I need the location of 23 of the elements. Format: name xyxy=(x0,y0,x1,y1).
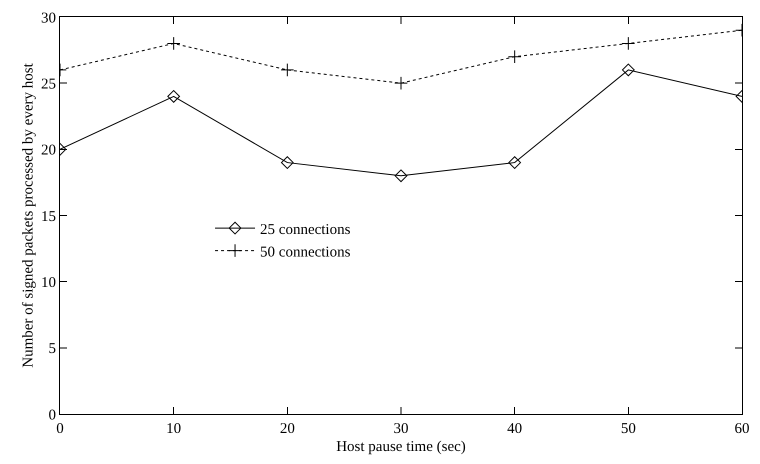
y-axis-title: Number of signed packets processed by every host xyxy=(20,62,36,368)
y-tick-label: 30 xyxy=(41,10,56,26)
point xyxy=(394,76,408,90)
y-tick-label: 5 xyxy=(48,341,56,358)
point xyxy=(394,169,408,182)
point xyxy=(508,156,522,169)
x-tick-label: 40 xyxy=(507,421,522,437)
legend-label: 25 connections xyxy=(260,222,351,238)
point xyxy=(508,50,522,64)
x-axis-title: Host pause time (sec) xyxy=(336,439,466,455)
legend-label: 50 connections xyxy=(260,244,351,260)
x-tick-label: 20 xyxy=(280,421,295,437)
y-tick-label: 20 xyxy=(41,142,56,159)
x-tick-label: 60 xyxy=(734,421,750,437)
x-tick-label: 50 xyxy=(620,421,636,437)
x-tick-label: 30 xyxy=(394,421,408,437)
y-tick-label: 10 xyxy=(41,274,56,291)
x-tick-label: 10 xyxy=(166,421,182,437)
y-tick-label: 0 xyxy=(48,407,56,424)
y-tick-label: 25 xyxy=(41,76,56,92)
point xyxy=(280,156,294,169)
y-tick-label: 15 xyxy=(41,208,56,225)
point xyxy=(280,63,294,77)
